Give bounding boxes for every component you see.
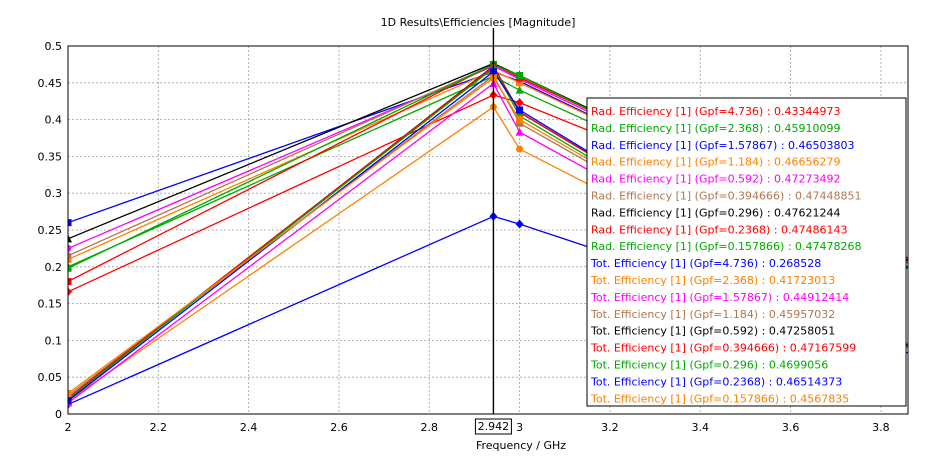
legend-entry: Rad. Efficiency [1] (Gpf=0.157866) : 0.4… <box>591 240 862 253</box>
data-point <box>68 287 72 297</box>
legend: Rad. Efficiency [1] (Gpf=4.736) : 0.4334… <box>586 97 907 407</box>
x-tick-label: 3.6 <box>782 421 800 434</box>
y-tick-label: 0.4 <box>45 114 63 127</box>
data-point <box>68 244 72 252</box>
legend-entry: Tot. Efficiency [1] (Gpf=0.592) : 0.4725… <box>590 325 835 338</box>
y-tick-label: 0.35 <box>38 150 63 163</box>
legend-entry: Rad. Efficiency [1] (Gpf=4.736) : 0.4334… <box>591 105 841 118</box>
frequency-marker[interactable]: 2.942 <box>474 28 512 435</box>
x-tick-label: 2.4 <box>240 421 258 434</box>
legend-entry: Rad. Efficiency [1] (Gpf=1.184) : 0.4665… <box>591 156 841 169</box>
legend-entry: Rad. Efficiency [1] (Gpf=1.57867) : 0.46… <box>591 139 855 152</box>
legend-entry: Rad. Efficiency [1] (Gpf=0.592) : 0.4727… <box>591 173 841 186</box>
x-tick-label: 2.8 <box>421 421 439 434</box>
x-tick-label: 3.2 <box>601 421 619 434</box>
legend-entry: Tot. Efficiency [1] (Gpf=1.57867) : 0.44… <box>590 291 849 304</box>
legend-entry: Rad. Efficiency [1] (Gpf=0.2368) : 0.474… <box>591 223 848 236</box>
y-tick-label: 0.15 <box>38 298 63 311</box>
data-point <box>515 98 524 108</box>
data-point <box>68 219 72 227</box>
y-tick-label: 0.5 <box>45 40 63 53</box>
data-point <box>516 71 524 79</box>
data-point <box>516 116 524 124</box>
data-point <box>68 252 72 260</box>
axes: 0 0.05 0.1 0.15 0.2 0.25 0.3 0.35 0.4 0.45 0.5 2 2.2… <box>38 40 909 434</box>
legend-entry: Rad. Efficiency [1] (Gpf=2.368) : 0.4591… <box>591 122 841 135</box>
legend-entry: Tot. Efficiency [1] (Gpf=4.736) : 0.2685… <box>590 257 821 270</box>
x-tick-label: 2 <box>65 421 72 434</box>
x-tick-label: 2.2 <box>150 421 168 434</box>
data-point <box>68 255 72 263</box>
legend-entry: Tot. Efficiency [1] (Gpf=0.394666) : 0.4… <box>590 342 856 355</box>
marker-readout-box <box>474 418 512 435</box>
data-point <box>516 145 524 153</box>
data-point <box>68 264 72 272</box>
data-point <box>68 234 72 243</box>
data-point <box>515 219 524 229</box>
x-tick-label: 3.8 <box>872 421 890 434</box>
x-tick-label: 3.4 <box>692 421 710 434</box>
legend-box <box>586 97 907 407</box>
y-tick-label: 0.3 <box>45 187 63 200</box>
y-tick-label: 0.05 <box>38 371 63 384</box>
marker-readout: 2.942 <box>478 420 510 433</box>
x-tick-label: 2.6 <box>330 421 348 434</box>
y-tick-label: 0.1 <box>45 334 63 347</box>
chart-title: 1D Results\Efficiencies [Magnitude] <box>381 16 576 29</box>
y-tick-label: 0.45 <box>38 77 63 90</box>
y-tick-label: 0 <box>55 408 62 421</box>
y-tick-label: 0.2 <box>45 261 63 274</box>
x-tick-label: 3 <box>516 421 523 434</box>
plot-frame <box>67 45 909 415</box>
data-point <box>516 119 524 127</box>
legend-entry: Tot. Efficiency [1] (Gpf=0.296) : 0.4699… <box>590 359 828 372</box>
y-tick-label: 0.25 <box>38 224 63 237</box>
x-axis-label: Frequency / GHz <box>476 439 566 452</box>
data-point <box>68 389 72 397</box>
data-point <box>68 397 72 405</box>
legend-entry: Tot. Efficiency [1] (Gpf=2.368) : 0.4172… <box>590 274 835 287</box>
legend-entry: Tot. Efficiency [1] (Gpf=0.2368) : 0.465… <box>590 375 842 388</box>
legend-entry: Rad. Efficiency [1] (Gpf=0.296) : 0.4762… <box>591 206 841 219</box>
data-point <box>515 85 524 94</box>
legend-entry: Rad. Efficiency [1] (Gpf=0.394666) : 0.4… <box>591 190 862 203</box>
legend-entry: Tot. Efficiency [1] (Gpf=1.184) : 0.4595… <box>590 308 835 321</box>
data-point <box>515 127 524 136</box>
data-point <box>68 278 72 286</box>
legend-entry: Tot. Efficiency [1] (Gpf=0.157866) : 0.4… <box>590 392 849 405</box>
data-point <box>516 106 524 114</box>
data-point <box>516 79 524 87</box>
